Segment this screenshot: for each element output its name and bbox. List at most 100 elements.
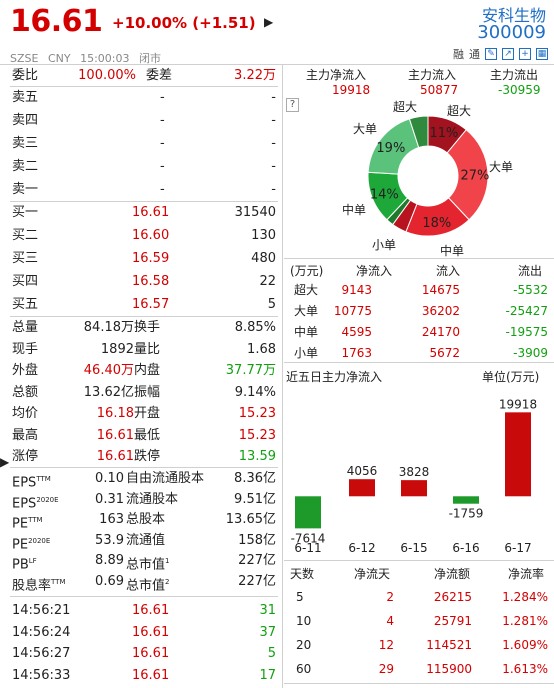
bar-value-label: 19918 <box>499 397 537 411</box>
tick-row: 14:56:24 16.61 37 <box>12 622 276 643</box>
bar-category-label: 6-15 <box>400 541 427 555</box>
tick-volume: 31 <box>259 603 276 618</box>
fundamental-value2: 8.36亿 <box>234 471 276 486</box>
level-price: 16.57 <box>132 297 170 312</box>
period-row: 10 4 25791 1.281% <box>286 610 552 632</box>
fundamental-sup2: 1 <box>165 557 170 565</box>
divider <box>10 86 278 87</box>
tick-time: 14:56:21 <box>12 603 71 618</box>
fundamental-value: 163 <box>99 512 124 527</box>
currency-label: CNY <box>47 52 71 65</box>
level-price: - <box>160 113 165 128</box>
stock-code: 300009 <box>477 22 546 43</box>
quote-header: 16.61 +10.00% (+1.51) ▶ SZSE CNY 15:00:0… <box>0 0 554 65</box>
tick-time: 14:56:27 <box>12 646 71 661</box>
stat-label: 振幅 <box>134 384 161 400</box>
chart-icon[interactable]: ↗ <box>502 48 514 60</box>
price-change: +10.00% (+1.51) <box>112 14 256 32</box>
bar-category-label: 6-12 <box>348 541 375 555</box>
period-cell: 20 <box>296 638 312 652</box>
period-cell: 2 <box>386 590 394 604</box>
breakdown-cell: -5532 <box>513 283 548 297</box>
grid-icon[interactable]: ▦ <box>536 48 548 60</box>
side-arrow-icon[interactable]: ▶ <box>0 455 10 469</box>
fundamental-value: 8.89 <box>95 553 124 568</box>
period-header-cell: 天数 <box>290 567 315 581</box>
breakdown-row: 中单 4595 24170 -19575 <box>286 321 552 343</box>
weicha-label: 委差 <box>146 68 173 83</box>
pie-slice <box>408 115 429 149</box>
fundamental-label2: 流通值 <box>126 531 165 551</box>
fundamental-row: PETTM 163 总股本 13.65亿 <box>12 510 276 532</box>
fundamental-value2: 227亿 <box>238 573 276 589</box>
sell-row: 卖三 - - <box>12 132 276 155</box>
breakdown-cell: 9143 <box>341 283 372 297</box>
divider <box>10 316 278 317</box>
add-icon[interactable]: + <box>519 48 531 60</box>
fundamental-name2: 自由流通股本 <box>126 471 205 486</box>
stat-value: 13.59 <box>238 449 276 464</box>
stat-label: 外盘 <box>12 363 39 378</box>
edit-icon[interactable]: ✎ <box>485 48 497 60</box>
level-price: 16.61 <box>132 205 170 220</box>
fundamental-name: PE <box>12 516 29 532</box>
bar <box>349 479 375 497</box>
stat-value: 15.23 <box>238 427 276 443</box>
fundamental-name2: 流通股本 <box>126 491 179 507</box>
pie-slice-label: 14% <box>370 187 399 202</box>
level-volume: 22 <box>259 274 276 289</box>
level-volume: - <box>271 182 276 197</box>
stat-value: 16.61 <box>96 427 134 443</box>
breakdown-cell: 14675 <box>421 283 460 297</box>
buy-row: 买五 16.57 5 <box>12 293 276 316</box>
period-row: 5 2 26215 1.284% <box>286 586 552 608</box>
period-header: 天数 净流天 净流额 净流率 <box>286 563 552 585</box>
stat-label: 最低 <box>134 427 161 443</box>
stat-label: 现手 <box>12 341 39 357</box>
period-cell: 29 <box>378 662 394 676</box>
fundamental-sup: TTM <box>36 475 51 483</box>
tick-volume: 17 <box>259 667 276 683</box>
market-status: 闭市 <box>139 52 161 65</box>
fundamental-row: PBLF 8.89 总市值1 227亿 <box>12 551 276 572</box>
main-outflow-label: 主力流出 <box>490 68 539 82</box>
level-volume: 31540 <box>234 205 276 220</box>
fundamental-name2: 总市值 <box>126 577 166 593</box>
period-cell: 25791 <box>433 614 472 628</box>
connect-tag[interactable]: 通 <box>469 48 480 61</box>
help-icon[interactable]: ? <box>286 98 299 112</box>
stat-label: 总量 <box>12 320 39 335</box>
breakdown-header-cell: 净流入 <box>356 264 393 278</box>
level-price: 16.59 <box>132 251 170 266</box>
stat-value: 1.68 <box>247 341 276 357</box>
stat-label: 换手 <box>134 320 161 335</box>
exchange-label: SZSE <box>10 52 39 65</box>
divider <box>284 683 554 684</box>
divider <box>10 596 278 597</box>
pie-label-big-out: 大单 <box>353 122 378 136</box>
fundamental-label2: 自由流通股本 <box>126 469 204 489</box>
period-header-cell: 净流率 <box>508 567 545 581</box>
pie-label-mid-out: 中单 <box>342 203 367 217</box>
level-label: 买二 <box>12 228 39 243</box>
fundamental-label: EPS2020E <box>12 490 59 514</box>
sell-row: 卖五 - - <box>12 86 276 109</box>
quote-time: 15:00:03 <box>80 52 130 65</box>
level-label: 卖三 <box>12 136 39 151</box>
period-cell: 12 <box>378 638 394 652</box>
weicha-value: 3.22万 <box>234 68 276 83</box>
margin-tag[interactable]: 融 <box>453 48 464 61</box>
bar-value-label: -7614 <box>291 531 326 545</box>
expand-caret-icon[interactable]: ▶ <box>264 15 274 29</box>
header-tools: 融 通 ✎ ↗ + ▦ <box>453 46 548 62</box>
level-volume: - <box>271 159 276 174</box>
stat-value: 84.18万 <box>83 320 134 335</box>
buy-row: 买三 16.59 480 <box>12 247 276 270</box>
bar <box>505 412 531 497</box>
stat-value: 1892 <box>100 341 134 357</box>
main-net-inflow-label: 主力净流入 <box>306 68 367 82</box>
fundamental-value2: 227亿 <box>238 553 276 568</box>
fundamental-name2: 总股本 <box>126 512 166 527</box>
buy-row: 买二 16.60 130 <box>12 224 276 247</box>
breakdown-cell: 5672 <box>429 346 460 360</box>
